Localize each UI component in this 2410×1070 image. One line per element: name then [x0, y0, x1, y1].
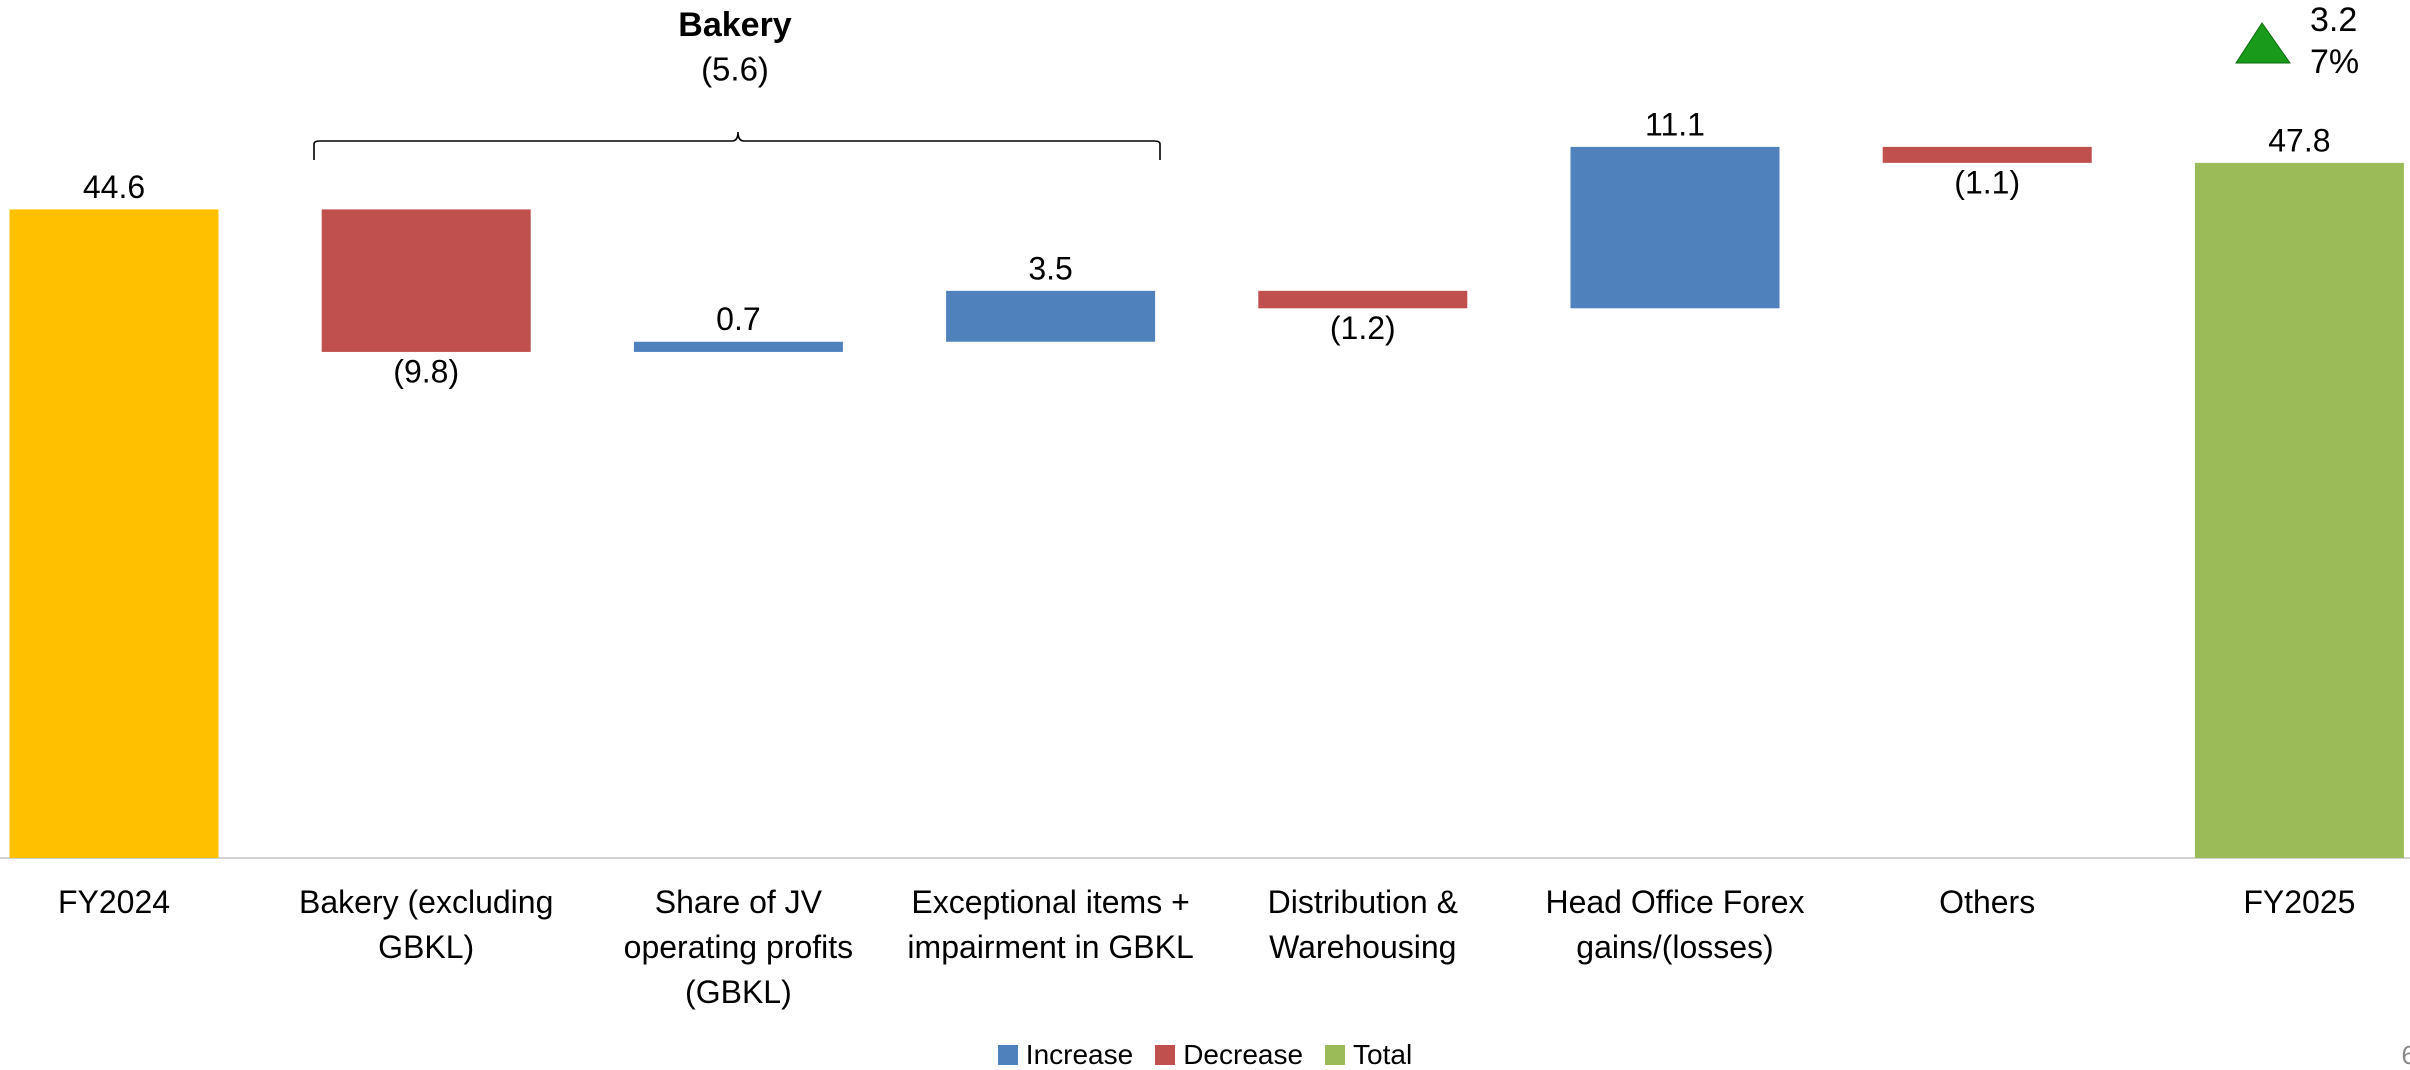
- bar: [1258, 290, 1468, 309]
- bar: [1570, 146, 1780, 309]
- legend: Increase Decrease Total: [0, 1039, 2410, 1070]
- up-arrow: [2235, 22, 2291, 64]
- x-tick-label: Distribution & Warehousing: [1267, 884, 1458, 965]
- legend-swatch: [997, 1045, 1018, 1065]
- bar: [9, 209, 219, 859]
- x-tick-label: FY2025: [2243, 884, 2356, 920]
- legend-item: Decrease: [1155, 1039, 1303, 1070]
- value-label: 3.5: [1028, 250, 1072, 286]
- legend-label: Total: [1353, 1039, 1413, 1070]
- x-tick-label: FY2024: [57, 884, 171, 920]
- bar: [946, 290, 1156, 342]
- x-tick-label: Bakery (excluding GBKL): [299, 884, 554, 965]
- bar: [321, 209, 531, 352]
- change-value: 3.2: [2310, 1, 2357, 39]
- legend-label: Increase: [1025, 1039, 1134, 1070]
- group-bracket: [313, 131, 1161, 160]
- value-label: 11.1: [1645, 106, 1705, 142]
- legend-swatch: [1325, 1045, 1346, 1065]
- x-tick-label: Share of JV operating profits (GBKL): [623, 884, 854, 1010]
- value-label: (1.2): [1330, 310, 1396, 346]
- x-tick-label: Others: [1939, 884, 2036, 920]
- value-label: (9.8): [393, 353, 459, 389]
- value-label: 0.7: [716, 301, 760, 337]
- legend-item: Total: [1325, 1039, 1412, 1070]
- x-tick-label: Head Office Forex gains/(losses): [1545, 884, 1805, 965]
- value-label: 44.6: [83, 169, 145, 205]
- legend-swatch: [1155, 1045, 1176, 1065]
- value-label: 47.8: [2268, 122, 2330, 158]
- group-value: (5.6): [701, 51, 769, 88]
- legend-label: Decrease: [1183, 1039, 1304, 1070]
- group-title: Bakery: [678, 6, 792, 44]
- legend-item: Increase: [997, 1039, 1134, 1070]
- bar: [2194, 162, 2404, 858]
- bar: [1882, 146, 2092, 163]
- value-label: (1.1): [1954, 164, 2020, 200]
- change-percent: 7%: [2310, 43, 2359, 81]
- bar: [633, 341, 843, 352]
- x-tick-label: Exceptional items + impairment in GBKL: [907, 884, 1194, 965]
- page-number: 6: [2401, 1040, 2410, 1070]
